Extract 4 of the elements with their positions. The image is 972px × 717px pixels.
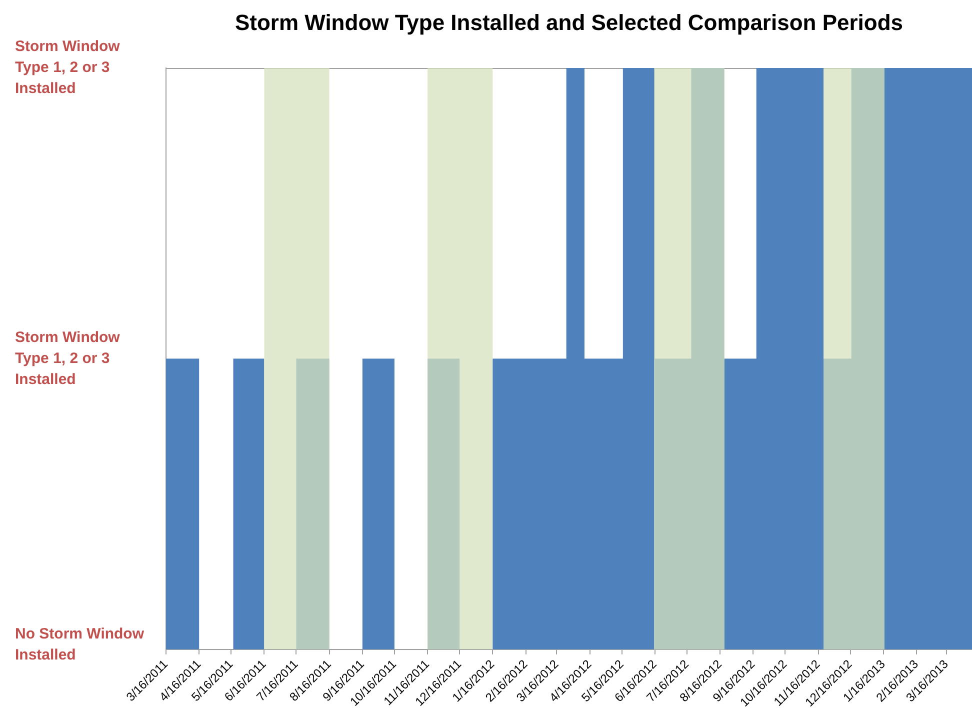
text: Storm Window Type 1, 2 or 3 Installed bbox=[15, 328, 120, 388]
text: No Storm Window Installed bbox=[15, 625, 144, 664]
text: Storm Window Type 1, 2 or 3 Installed bbox=[15, 38, 120, 98]
chart-title: Storm Window Type Installed and Selected Comparison Periods bbox=[234, 10, 904, 36]
